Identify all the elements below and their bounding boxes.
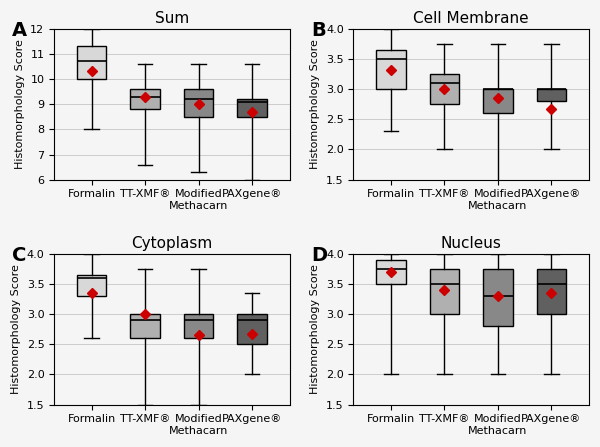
PathPatch shape [537,89,566,101]
Text: B: B [311,21,326,40]
Title: Sum: Sum [155,11,189,26]
PathPatch shape [77,46,106,79]
Y-axis label: Histomorphology Score: Histomorphology Score [310,39,320,169]
Title: Cell Membrane: Cell Membrane [413,11,529,26]
PathPatch shape [238,314,267,344]
PathPatch shape [376,50,406,89]
Title: Nucleus: Nucleus [441,236,502,251]
PathPatch shape [483,269,512,326]
PathPatch shape [537,269,566,314]
PathPatch shape [238,99,267,117]
PathPatch shape [430,269,459,314]
PathPatch shape [130,314,160,338]
PathPatch shape [184,314,214,338]
Text: C: C [12,246,26,265]
Text: A: A [12,21,27,40]
PathPatch shape [130,89,160,109]
PathPatch shape [483,89,512,113]
PathPatch shape [77,275,106,296]
Title: Cytoplasm: Cytoplasm [131,236,212,251]
PathPatch shape [184,89,214,117]
PathPatch shape [376,260,406,284]
Y-axis label: Histomorphology Score: Histomorphology Score [11,264,21,394]
Text: D: D [311,246,327,265]
PathPatch shape [430,74,459,104]
Y-axis label: Histomorphology Score: Histomorphology Score [310,264,320,394]
Y-axis label: Histomorphology Score: Histomorphology Score [15,39,25,169]
